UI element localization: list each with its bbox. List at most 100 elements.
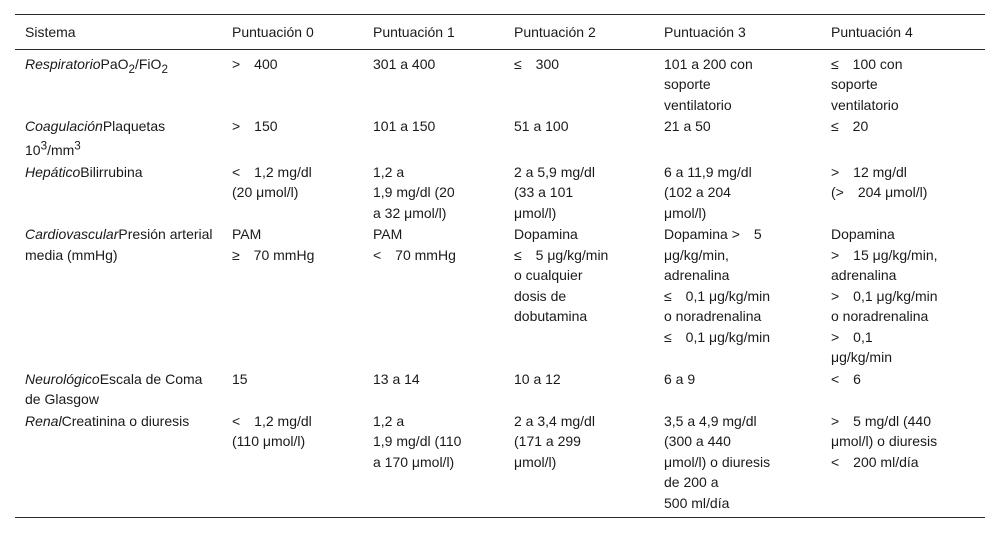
score-text: > 12 mg/dl bbox=[831, 163, 907, 180]
table-row: HepáticoBilirrubina < 1,2 mg/dl (20 μmol/l… bbox=[15, 161, 985, 224]
table-row: NeurológicoEscala de Coma de Glasgow 15 13… bbox=[15, 368, 985, 410]
score-text: de 200 a bbox=[664, 474, 719, 491]
score-text: 500 ml/día bbox=[664, 494, 730, 511]
score-0-cell: < 1,2 mg/dl (20 μmol/l) bbox=[222, 161, 363, 224]
score-2-cell: 2 a 3,4 mg/dl (171 a 299 μmol/l) bbox=[504, 409, 654, 519]
score-text: ≤ 5 μg/kg/min bbox=[514, 246, 609, 263]
score-1-cell: PAM < 70 mmHg bbox=[363, 223, 504, 368]
score-text: > 15 μg/kg/min, bbox=[831, 246, 938, 263]
score-text: ≤ 0,1 μg/kg/min bbox=[664, 328, 771, 345]
score-text: > 150 bbox=[232, 118, 278, 134]
score-0-cell: < 1,2 mg/dl (110 μmol/l) bbox=[222, 409, 363, 519]
score-0-cell: PAM ≥ 70 mmHg bbox=[222, 223, 363, 368]
score-text: a 170 μmol/l) bbox=[373, 453, 455, 470]
table-header: Sistema Puntuación 0 Puntuación 1 Puntua… bbox=[15, 14, 985, 50]
score-text: 6 a 9 bbox=[664, 370, 696, 387]
score-3-cell: 101 a 200 con soporte ventilatorio bbox=[654, 49, 821, 115]
score-text: (20 μmol/l) bbox=[232, 184, 299, 201]
system-parameter: Presión arterial media (mmHg) bbox=[25, 226, 213, 263]
score-4-cell: > 5 mg/dl (440 μmol/l) o diuresis < 200 ml… bbox=[821, 409, 985, 519]
sofa-table-container: Sistema Puntuación 0 Puntuación 1 Puntua… bbox=[15, 14, 985, 519]
score-text: μmol/l) o diuresis bbox=[664, 453, 771, 470]
score-text: 1,9 mg/dl (110 bbox=[373, 433, 462, 450]
score-4-cell: < 6 bbox=[821, 368, 985, 410]
score-2-cell: Dopamina ≤ 5 μg/kg/min o cualquier dosis de… bbox=[504, 223, 654, 368]
score-text: Dopamina bbox=[514, 226, 578, 243]
score-text: μg/kg/min bbox=[831, 349, 892, 366]
score-4-cell: ≤ 100 con soporte ventilatorio bbox=[821, 49, 985, 115]
table-row: CardiovascularPresión arterial media (mm… bbox=[15, 223, 985, 368]
score-text: 6 a 11,9 mg/dl bbox=[664, 163, 752, 180]
score-4-cell: Dopamina > 15 μg/kg/min, adrenalina > 0,1 μ… bbox=[821, 223, 985, 368]
score-text: ventilatorio bbox=[664, 96, 732, 113]
header-row: Sistema Puntuación 0 Puntuación 1 Puntua… bbox=[15, 14, 985, 50]
score-0-cell: 15 bbox=[222, 368, 363, 410]
table-body: RespiratorioPaO2/FiO2 > 400 301 a 400 ≤ 300… bbox=[15, 49, 985, 519]
score-text: (33 a 101 bbox=[514, 184, 574, 201]
system-cell: RespiratorioPaO2/FiO2 bbox=[15, 49, 222, 115]
score-2-cell: 10 a 12 bbox=[504, 368, 654, 410]
score-text: o cualquier bbox=[514, 267, 583, 284]
score-text: 101 a 200 con bbox=[664, 55, 753, 72]
header-puntuacion-0: Puntuación 0 bbox=[222, 14, 363, 50]
score-text: o noradrenalina bbox=[664, 308, 762, 325]
score-1-cell: 13 a 14 bbox=[363, 368, 504, 410]
score-text: ventilatorio bbox=[831, 96, 899, 113]
score-text: ≤ 300 bbox=[514, 55, 560, 72]
system-cell: HepáticoBilirrubina bbox=[15, 161, 222, 224]
score-text: μmol/l) bbox=[664, 204, 707, 221]
score-3-cell: 21 a 50 bbox=[654, 115, 821, 161]
score-text: > 400 bbox=[232, 55, 278, 72]
system-name: Respiratorio bbox=[25, 55, 101, 72]
score-text: 21 a 50 bbox=[664, 118, 711, 134]
score-4-cell: > 12 mg/dl (> 204 μmol/l) bbox=[821, 161, 985, 224]
score-text: adrenalina bbox=[831, 267, 897, 284]
sofa-score-table: Sistema Puntuación 0 Puntuación 1 Puntua… bbox=[15, 14, 985, 519]
score-text: dosis de bbox=[514, 287, 567, 304]
score-2-cell: 2 a 5,9 mg/dl (33 a 101 μmol/l) bbox=[504, 161, 654, 224]
score-text: 2 a 3,4 mg/dl bbox=[514, 412, 595, 429]
header-sistema: Sistema bbox=[15, 14, 222, 50]
score-text: Dopamina > 5 bbox=[664, 226, 762, 243]
score-text: 3,5 a 4,9 mg/dl bbox=[664, 412, 757, 429]
system-cell: RenalCreatinina o diuresis bbox=[15, 409, 222, 519]
system-parameter: PaO2/FiO2 bbox=[100, 55, 168, 76]
score-text: 1,2 a bbox=[373, 163, 405, 180]
system-name: Cardiovascular bbox=[25, 226, 119, 243]
score-text: ≤ 0,1 μg/kg/min bbox=[664, 287, 771, 304]
system-cell: CoagulaciónPlaquetas 103/mm3 bbox=[15, 115, 222, 161]
score-text: PAM bbox=[373, 226, 403, 243]
score-text: 1,9 mg/dl (20 bbox=[373, 184, 455, 201]
score-text: < 70 mmHg bbox=[373, 246, 456, 263]
score-text: < 1,2 mg/dl bbox=[232, 163, 312, 180]
score-1-cell: 1,2 a 1,9 mg/dl (110 a 170 μmol/l) bbox=[363, 409, 504, 519]
score-4-cell: ≤ 20 bbox=[821, 115, 985, 161]
score-text: 15 bbox=[232, 370, 248, 387]
score-1-cell: 101 a 150 bbox=[363, 115, 504, 161]
score-1-cell: 1,2 a 1,9 mg/dl (20 a 32 μmol/l) bbox=[363, 161, 504, 224]
header-puntuacion-3: Puntuación 3 bbox=[654, 14, 821, 50]
score-3-cell: Dopamina > 5 μg/kg/min, adrenalina ≤ 0,1 μg… bbox=[654, 223, 821, 368]
score-text: soporte bbox=[831, 76, 878, 92]
score-text: soporte bbox=[664, 76, 711, 92]
score-text: (102 a 204 bbox=[664, 184, 731, 201]
score-text: 2 a 5,9 mg/dl bbox=[514, 163, 595, 180]
score-text: < 200 ml/día bbox=[831, 453, 919, 470]
system-parameter: Bilirrubina bbox=[80, 163, 143, 180]
score-3-cell: 6 a 11,9 mg/dl (102 a 204 μmol/l) bbox=[654, 161, 821, 224]
score-2-cell: ≤ 300 bbox=[504, 49, 654, 115]
score-text: 1,2 a bbox=[373, 412, 405, 429]
score-text: (110 μmol/l) bbox=[232, 433, 306, 450]
score-text: a 32 μmol/l) bbox=[373, 204, 447, 221]
score-3-cell: 3,5 a 4,9 mg/dl (300 a 440 μmol/l) o diure… bbox=[654, 409, 821, 519]
score-text: > 0,1 bbox=[831, 328, 873, 345]
header-puntuacion-2: Puntuación 2 bbox=[504, 14, 654, 50]
header-puntuacion-4: Puntuación 4 bbox=[821, 14, 985, 50]
system-parameter: Escala de Coma de Glasgow bbox=[25, 370, 203, 408]
score-text: 13 a 14 bbox=[373, 370, 420, 387]
system-name: Renal bbox=[25, 412, 62, 429]
score-text: ≤ 20 bbox=[831, 118, 869, 134]
system-name: Neurológico bbox=[25, 370, 100, 387]
score-text: dobutamina bbox=[514, 308, 588, 325]
score-text: < 1,2 mg/dl bbox=[232, 412, 312, 429]
